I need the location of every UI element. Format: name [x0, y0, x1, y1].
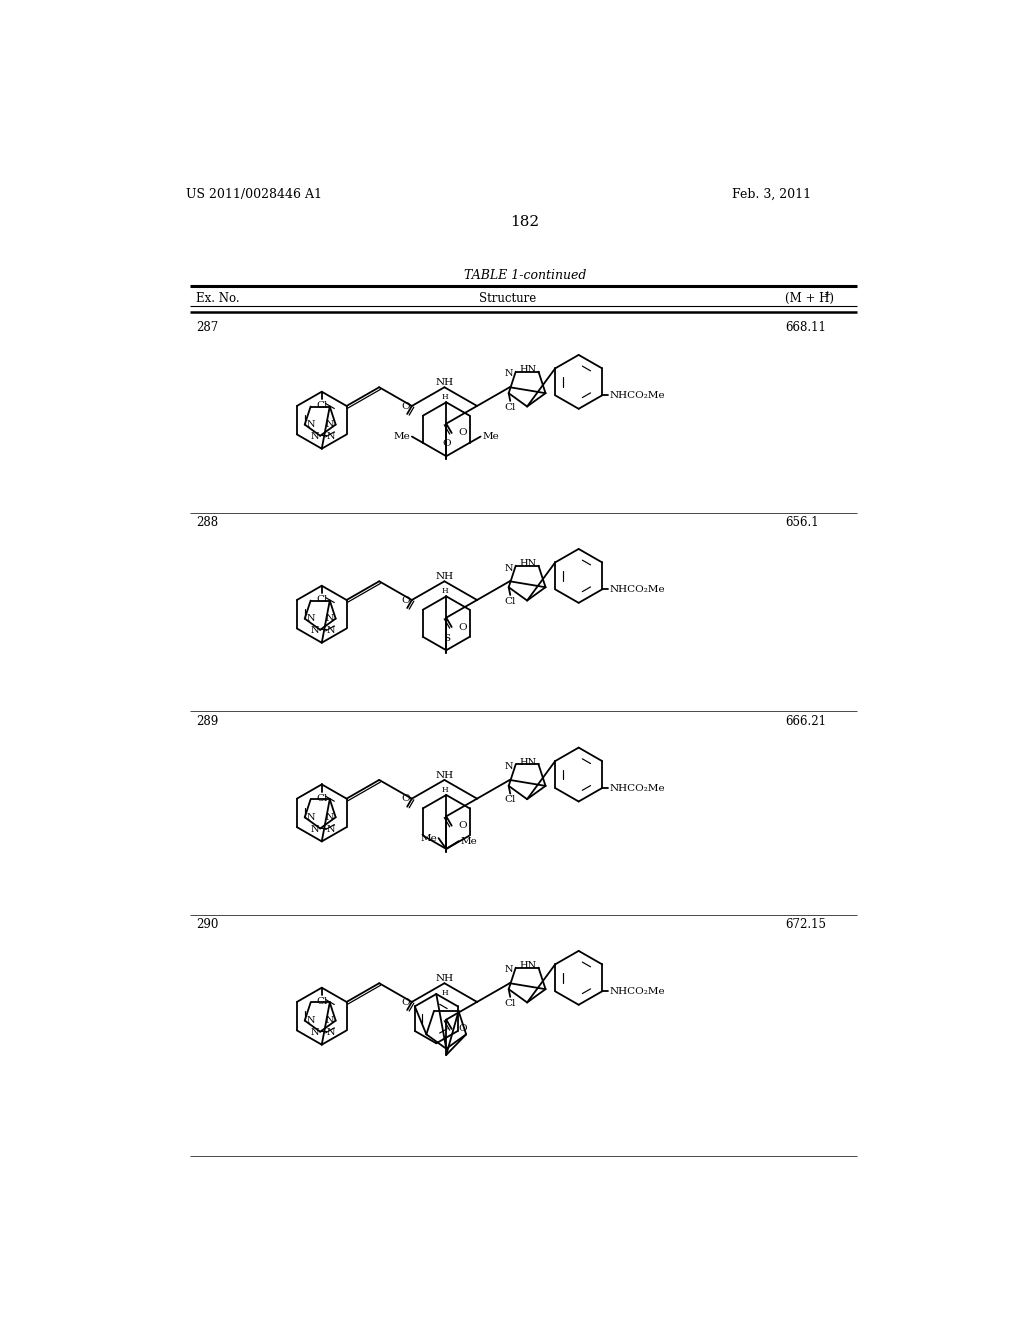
Text: Cl: Cl: [505, 795, 516, 804]
Text: N: N: [327, 825, 335, 834]
Text: 656.1: 656.1: [785, 516, 819, 529]
Text: HN: HN: [519, 961, 537, 970]
Text: +: +: [823, 290, 830, 300]
Text: O: O: [401, 795, 410, 804]
Text: H: H: [441, 587, 447, 595]
Text: 182: 182: [510, 215, 540, 228]
Text: Structure: Structure: [479, 292, 537, 305]
Text: O: O: [401, 998, 410, 1007]
Text: N: N: [306, 1016, 314, 1026]
Text: N: N: [306, 420, 314, 429]
Text: N: N: [311, 825, 319, 834]
Text: O: O: [401, 401, 410, 411]
Text: (M + H): (M + H): [785, 292, 835, 305]
Text: O: O: [401, 595, 410, 605]
Text: N: N: [326, 420, 334, 429]
Text: N: N: [327, 432, 335, 441]
Text: 668.11: 668.11: [785, 321, 826, 334]
Text: N: N: [311, 626, 319, 635]
Text: 287: 287: [197, 321, 218, 334]
Text: NHCO₂Me: NHCO₂Me: [610, 585, 666, 594]
Text: Me: Me: [482, 432, 499, 441]
Text: N: N: [311, 1028, 319, 1038]
Text: S: S: [442, 634, 450, 643]
Text: N: N: [326, 1016, 334, 1026]
Text: Me: Me: [393, 432, 411, 441]
Text: N: N: [505, 370, 513, 379]
Text: N: N: [327, 626, 335, 635]
Text: N: N: [505, 762, 513, 771]
Text: N: N: [306, 813, 314, 822]
Text: N: N: [326, 614, 334, 623]
Text: N: N: [326, 813, 334, 822]
Text: Cl: Cl: [505, 597, 516, 606]
Text: 288: 288: [197, 516, 218, 529]
Text: N: N: [505, 564, 513, 573]
Text: O: O: [458, 821, 467, 830]
Text: Feb. 3, 2011: Feb. 3, 2011: [732, 187, 812, 201]
Text: N: N: [327, 1028, 335, 1038]
Text: NH: NH: [435, 573, 454, 581]
Text: HN: HN: [519, 558, 537, 568]
Text: US 2011/0028446 A1: US 2011/0028446 A1: [186, 187, 323, 201]
Text: NHCO₂Me: NHCO₂Me: [610, 391, 666, 400]
Text: Cl: Cl: [316, 793, 328, 803]
Text: NHCO₂Me: NHCO₂Me: [610, 784, 666, 792]
Text: O: O: [458, 623, 467, 631]
Text: NH: NH: [435, 771, 454, 780]
Text: TABLE 1-continued: TABLE 1-continued: [464, 269, 586, 282]
Text: N: N: [306, 614, 314, 623]
Text: H: H: [441, 393, 447, 401]
Text: Cl: Cl: [505, 403, 516, 412]
Text: Cl: Cl: [316, 997, 328, 1006]
Text: 672.15: 672.15: [785, 917, 826, 931]
Text: 290: 290: [197, 917, 218, 931]
Text: 289: 289: [197, 714, 218, 727]
Text: Me: Me: [460, 837, 477, 846]
Text: Cl: Cl: [316, 401, 328, 411]
Text: O: O: [442, 440, 451, 449]
Text: Cl: Cl: [505, 998, 516, 1007]
Text: Cl: Cl: [316, 595, 328, 605]
Text: Me: Me: [420, 834, 437, 842]
Text: N: N: [311, 432, 319, 441]
Text: HN: HN: [519, 758, 537, 767]
Text: Ex. No.: Ex. No.: [197, 292, 240, 305]
Text: N: N: [505, 965, 513, 974]
Text: O: O: [458, 429, 467, 437]
Text: H: H: [441, 990, 447, 998]
Text: 666.21: 666.21: [785, 714, 826, 727]
Text: NH: NH: [435, 379, 454, 387]
Text: NH: NH: [435, 974, 454, 983]
Text: O: O: [458, 1024, 467, 1034]
Text: NHCO₂Me: NHCO₂Me: [610, 987, 666, 995]
Text: H: H: [441, 787, 447, 795]
Text: HN: HN: [519, 364, 537, 374]
